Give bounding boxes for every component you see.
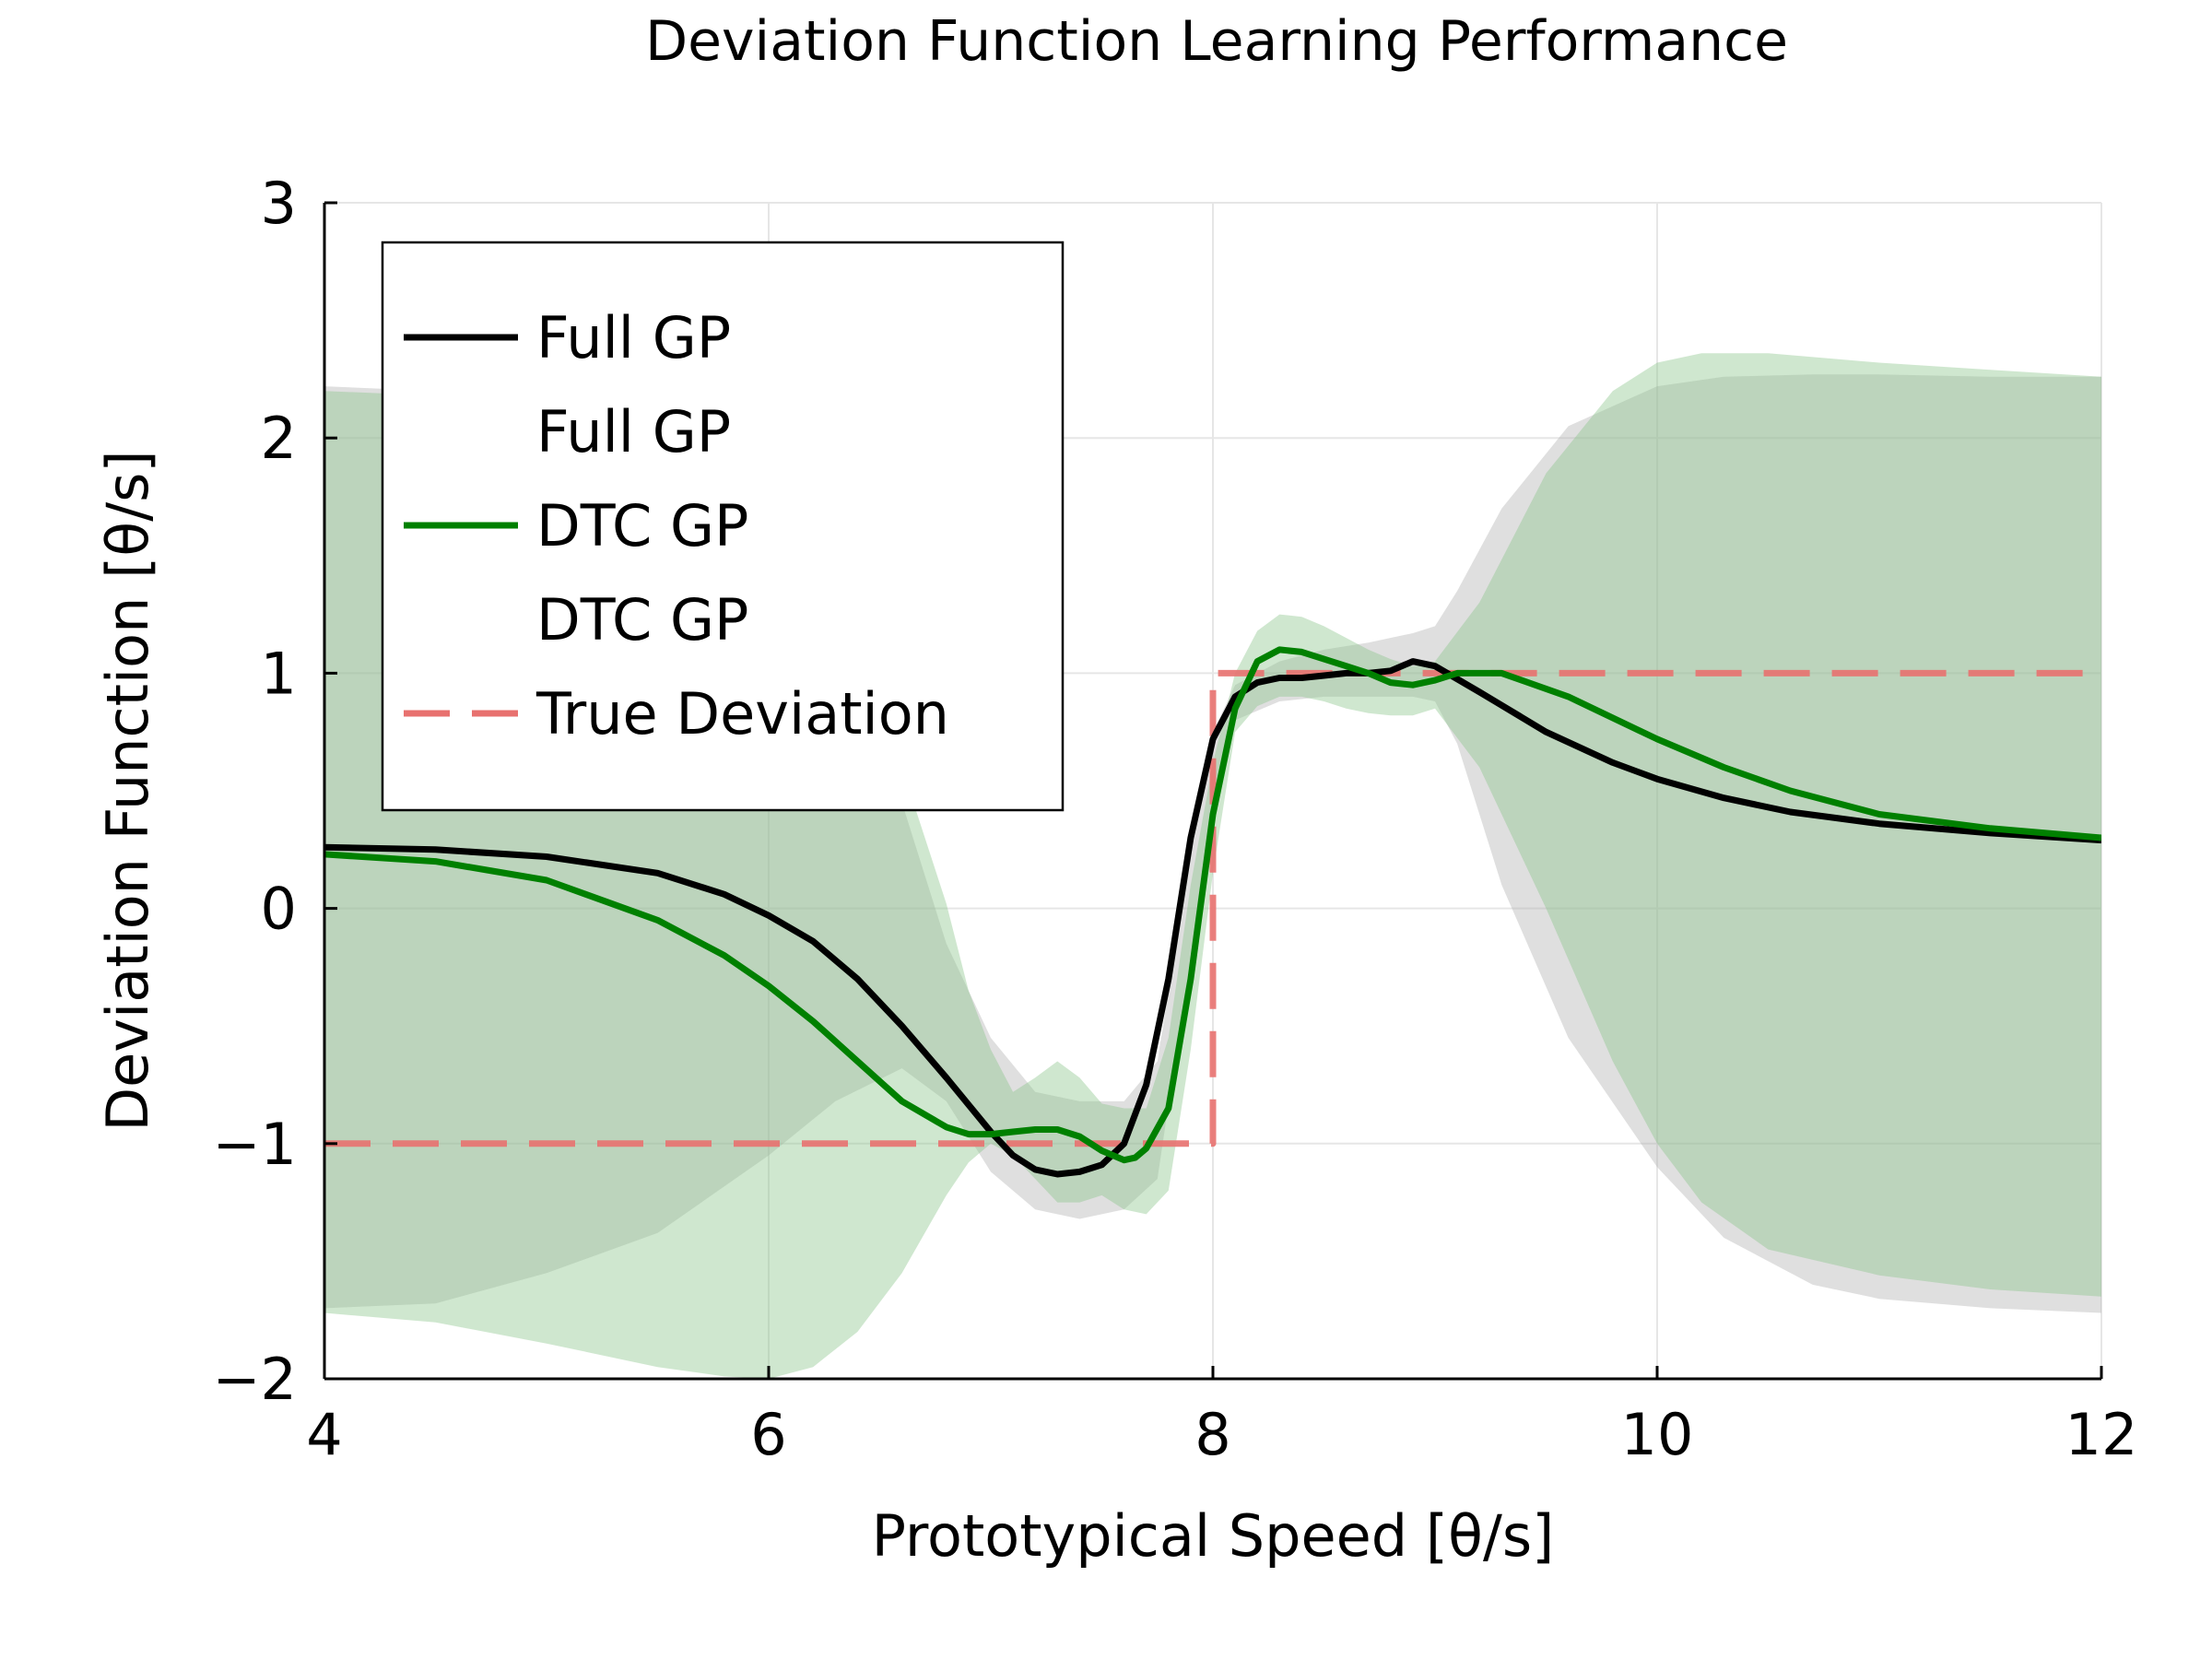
x-tick-label: 6 xyxy=(750,1401,786,1468)
x-tick-label: 4 xyxy=(306,1401,342,1468)
chart-title: Deviation Function Learning Performance xyxy=(645,9,1788,74)
y-tick-label: 2 xyxy=(261,405,297,472)
y-tick-label: 0 xyxy=(261,876,297,943)
y-tick-label: −2 xyxy=(213,1346,297,1413)
axes xyxy=(323,201,2103,1381)
legend-label: True Deviation xyxy=(535,680,949,747)
line-dtc-gp xyxy=(324,646,2101,1164)
legend: Full GP Full GP DTC GP DTC GP True Deviation xyxy=(381,241,1065,812)
line-true-deviation xyxy=(324,669,2101,1147)
y-axis-label: Deviation Function [θ/s] xyxy=(94,450,161,1131)
x-tick-label: 12 xyxy=(2065,1401,2138,1468)
x-tick-label: 10 xyxy=(1621,1401,1694,1468)
series-lines xyxy=(324,646,2101,1178)
legend-label: DTC GP xyxy=(536,586,748,653)
legend-label: Full GP xyxy=(536,304,731,371)
y-tick-label: 1 xyxy=(261,640,297,707)
legend-label: DTC GP xyxy=(536,492,748,559)
y-tick-label: −1 xyxy=(213,1111,297,1178)
legend-label: Full GP xyxy=(536,398,731,465)
y-tick-label: 3 xyxy=(261,170,297,237)
x-axis-label: Prototypical Speed [θ/s] xyxy=(872,1502,1555,1570)
x-tick-label: 8 xyxy=(1194,1401,1230,1468)
line-full-gp xyxy=(324,658,2101,1178)
